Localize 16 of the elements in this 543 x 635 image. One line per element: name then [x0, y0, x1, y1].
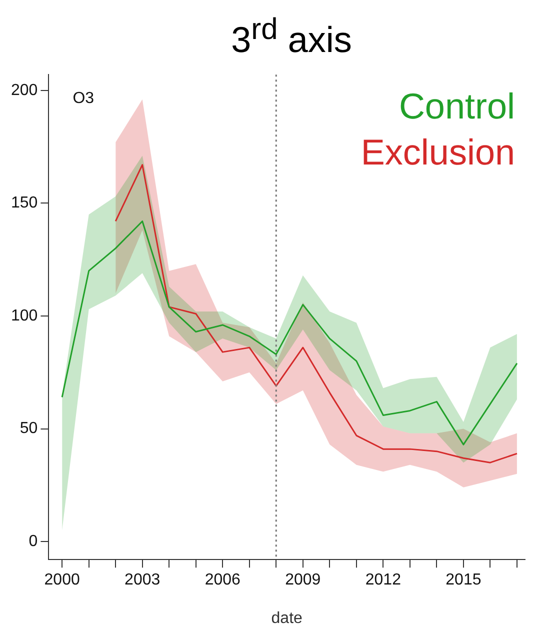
annotation: O3: [72, 90, 94, 108]
x-tick-label: 2012: [365, 572, 402, 589]
y-tick-label: 100: [10, 307, 38, 324]
x-tick-label: 2015: [446, 572, 482, 589]
y-tick-label: 0: [28, 532, 38, 550]
x-tick-label: 2003: [124, 572, 160, 589]
x-tick-label: 2009: [285, 572, 321, 589]
x-axis-title: date: [271, 610, 303, 627]
y-tick-label: 50: [20, 420, 38, 438]
y-tick-label: 200: [10, 82, 38, 99]
x-tick-label: 2006: [204, 572, 241, 589]
text: Exclusion: [360, 132, 515, 173]
y-tick-label: 150: [10, 194, 38, 212]
chart-title: 3$^{rd}$ axis: [230, 12, 353, 62]
x-tick-label: 2000: [44, 572, 80, 589]
text: Control: [398, 86, 515, 127]
